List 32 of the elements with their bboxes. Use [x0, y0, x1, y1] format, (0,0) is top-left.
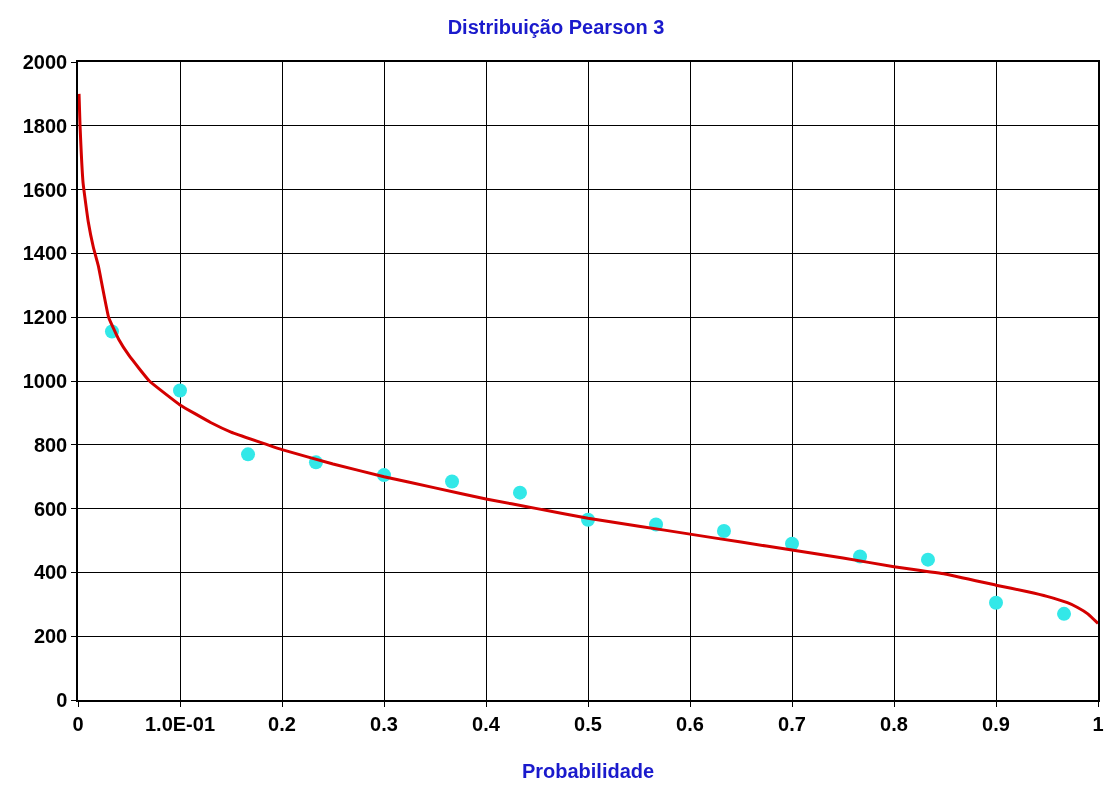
x-tick-label: 0.3 — [370, 712, 398, 735]
y-tick-label: 1600 — [22, 178, 68, 201]
x-tick-label: 0.4 — [472, 712, 501, 735]
x-tick-label: 0.2 — [268, 712, 296, 735]
y-tick-label: 2000 — [22, 51, 68, 73]
y-tick-label: 400 — [33, 561, 68, 584]
point — [716, 523, 731, 538]
chart-title: Distribuição Pearson 3 — [447, 15, 665, 38]
point — [989, 595, 1003, 610]
y-tick-label: 1000 — [22, 370, 68, 392]
x-tick-label: 0 — [72, 712, 84, 735]
x-tick-label: 1 — [1092, 712, 1104, 735]
x-tick-label: 1.0E-01 — [144, 712, 216, 735]
x-tick-label: 0.6 — [676, 712, 704, 735]
x-axis-title: Probabilidade — [521, 759, 655, 782]
y-tick-label: 200 — [33, 625, 68, 648]
y-tick-label: 0 — [56, 689, 68, 711]
y-tick-label: 1200 — [22, 306, 68, 329]
x-tick-label: 0.7 — [778, 712, 806, 735]
point — [512, 485, 527, 500]
point — [241, 447, 256, 462]
point — [1057, 606, 1072, 621]
y-tick-label: 800 — [33, 433, 68, 456]
x-tick-label: 0.5 — [574, 712, 602, 735]
y-tick-label: 1800 — [22, 114, 68, 137]
x-tick-label: 0.8 — [880, 712, 908, 735]
y-tick-label: 1400 — [22, 242, 68, 265]
point — [920, 552, 935, 567]
x-tick-label: 0.9 — [982, 712, 1010, 735]
y-tick-label: 600 — [33, 497, 68, 520]
point — [173, 383, 187, 398]
point — [445, 474, 460, 489]
